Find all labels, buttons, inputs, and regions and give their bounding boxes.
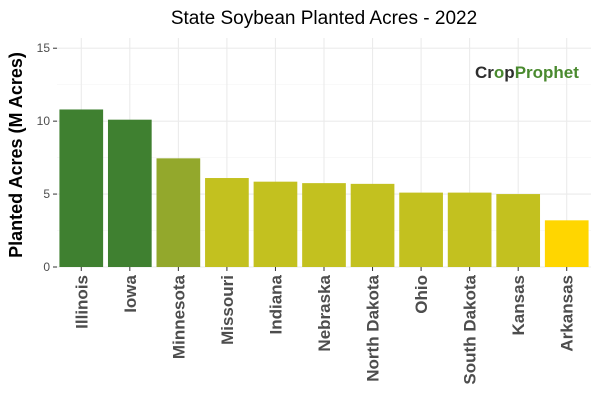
bar-minnesota bbox=[156, 158, 201, 267]
bar-north-dakota bbox=[350, 183, 395, 267]
x-axis-ticks: Illinois Iowa Minnesota Missouri Indiana Nebr… bbox=[72, 267, 577, 385]
x-tick-label: Nebraska bbox=[315, 274, 334, 351]
y-tick-label: 10 bbox=[37, 114, 51, 128]
y-tick-label: 15 bbox=[37, 41, 51, 55]
y-tick-label: 5 bbox=[43, 187, 50, 201]
x-tick-label: Ohio bbox=[412, 275, 431, 314]
y-axis-ticks: 0 5 10 15 bbox=[37, 41, 57, 274]
x-tick-label: Minnesota bbox=[169, 274, 188, 359]
bar-arkansas bbox=[544, 220, 589, 267]
x-tick-label: North Dakota bbox=[364, 274, 383, 381]
x-tick-label: Arkansas bbox=[558, 275, 577, 352]
bar-kansas bbox=[496, 194, 541, 267]
cropprophet-logo: CropProphet bbox=[475, 63, 579, 82]
logo-text-brand: Prophet bbox=[515, 63, 580, 82]
bar-south-dakota bbox=[447, 192, 492, 267]
y-axis-title: Planted Acres (M Acres) bbox=[6, 52, 26, 258]
bar-ohio bbox=[399, 192, 443, 267]
bar-missouri bbox=[205, 178, 249, 267]
plot-panel: 0 5 10 15 Illinois Iowa Minnesota Missouri Indi… bbox=[37, 38, 591, 385]
x-tick-label: Iowa bbox=[121, 274, 140, 312]
x-tick-label: Kansas bbox=[509, 275, 528, 335]
x-tick-label: South Dakota bbox=[461, 274, 480, 384]
x-tick-label: Missouri bbox=[218, 275, 237, 345]
bar-illinois bbox=[59, 109, 104, 267]
logo-text-dark: Cr bbox=[475, 63, 494, 82]
logo-o-mark: o bbox=[494, 63, 504, 82]
logo-wordmark: CropProphet bbox=[475, 63, 579, 82]
x-tick-label: Illinois bbox=[72, 275, 91, 329]
y-tick-label: 0 bbox=[43, 260, 50, 274]
logo-text-p: p bbox=[504, 63, 514, 82]
x-tick-label: Indiana bbox=[266, 274, 285, 334]
chart-title: State Soybean Planted Acres - 2022 bbox=[171, 8, 477, 29]
bar-nebraska bbox=[302, 183, 346, 267]
bars bbox=[59, 109, 589, 268]
bar-iowa bbox=[107, 119, 152, 268]
bar-indiana bbox=[253, 181, 298, 267]
